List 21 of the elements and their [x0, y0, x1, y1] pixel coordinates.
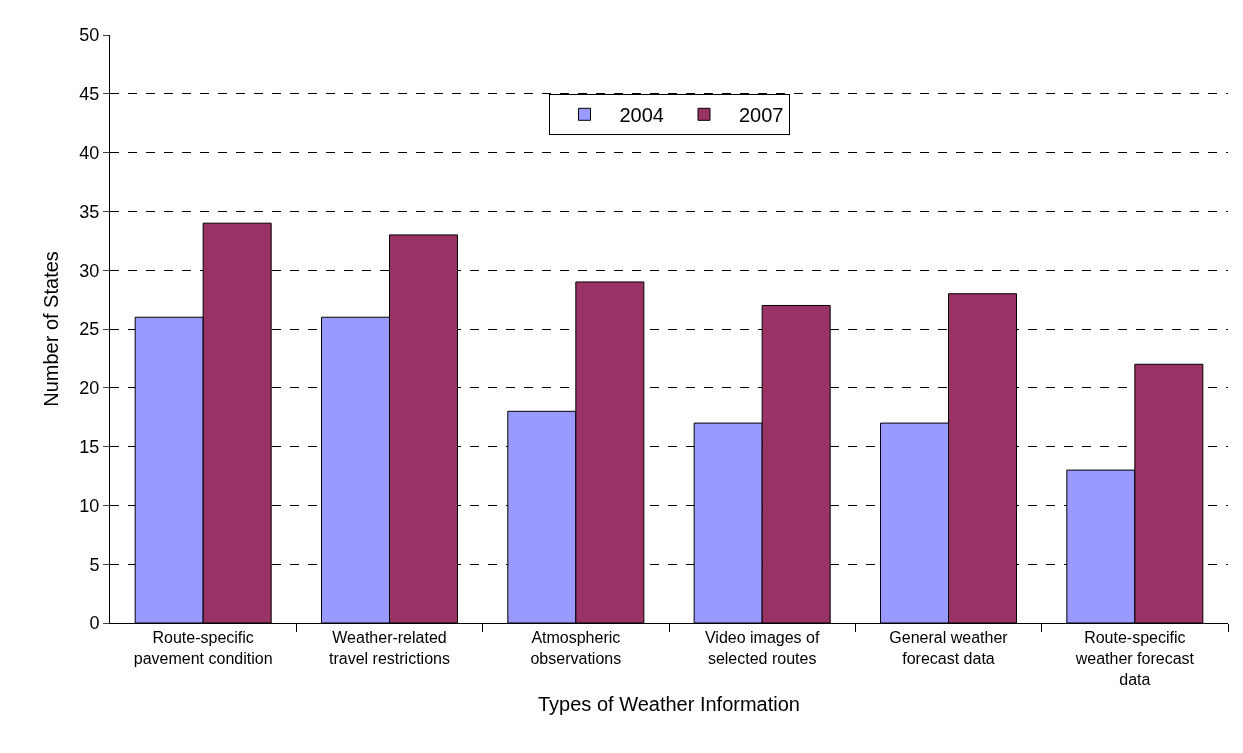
y-tick-label: 5 [89, 554, 100, 575]
y-axis-title: Number of States [39, 251, 62, 407]
legend-label: 2007 [739, 104, 784, 127]
x-tick-label: Route-specific pavement condition [133, 629, 273, 667]
x-tick-label: Route-specific weather forecast data [1074, 629, 1195, 688]
y-tick-label: 20 [79, 378, 100, 399]
y-tick-label: 15 [79, 436, 100, 457]
y-tick-label: 35 [79, 201, 100, 222]
y-tick-label: 30 [79, 260, 100, 281]
x-axis-title: Types of Weather Information [538, 693, 800, 716]
x-tick-label: Video images of selected routes [704, 629, 820, 667]
y-tick-label: 50 [79, 25, 100, 46]
y-tick-label: 40 [79, 142, 100, 163]
x-tick-label: Weather-related travel restrictions [329, 629, 450, 667]
y-tick-label: 45 [79, 84, 100, 105]
y-tick-label: 0 [89, 613, 100, 634]
x-tick-label: General weather forecast data [889, 629, 1009, 667]
legend-label: 2004 [619, 104, 664, 127]
x-tick-label: Atmospheric observations [530, 629, 622, 667]
y-tick-label: 10 [79, 495, 100, 516]
y-tick-label: 25 [79, 319, 100, 340]
